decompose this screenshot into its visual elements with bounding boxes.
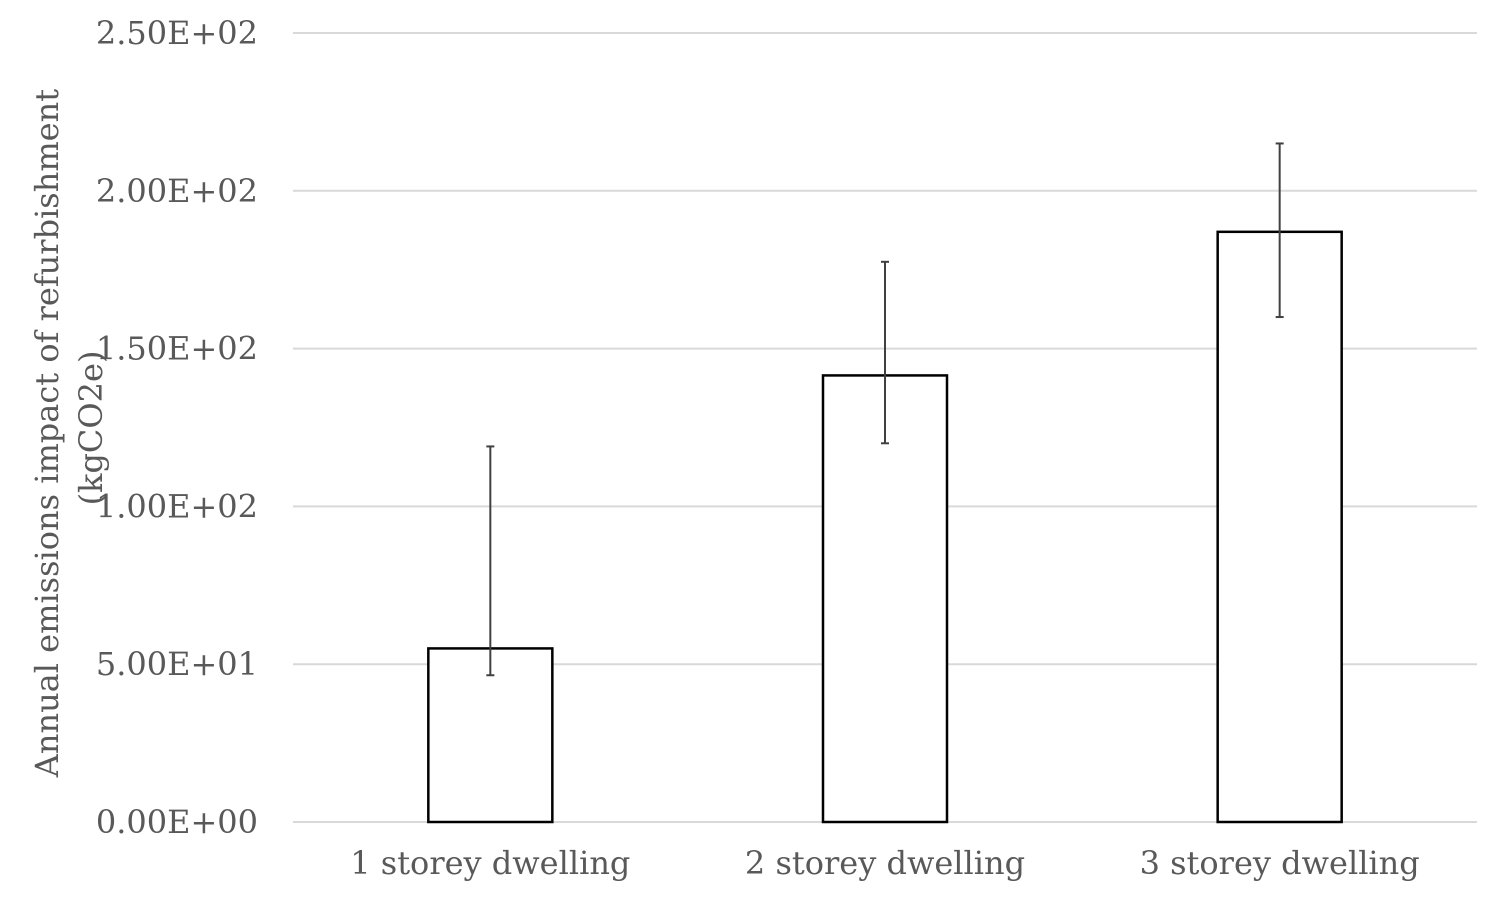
error-bar	[486, 445, 495, 677]
y-tick-label: 0.00E+00	[96, 803, 258, 841]
error-bar	[881, 260, 889, 445]
y-tick-label: 2.50E+02	[96, 14, 258, 52]
x-category-label: 2 storey dwelling	[745, 844, 1025, 882]
y-axis-tick-labels: 0.00E+00 5.00E+01 1.00E+02 1.50E+02 2.00E+02…	[96, 14, 258, 841]
y-axis-title: Annual emissions impact of refurbishment…	[28, 79, 110, 779]
y-tick-label: 2.00E+02	[96, 172, 258, 210]
bars	[427, 230, 1343, 824]
bar	[821, 374, 949, 824]
y-tick-label: 1.50E+02	[96, 330, 258, 368]
y-tick-label: 5.00E+01	[96, 645, 258, 683]
bar	[427, 647, 554, 824]
error-bars	[486, 142, 1284, 677]
error-bar	[1275, 142, 1284, 319]
x-axis-category-labels: 1 storey dwelling 2 storey dwelling 3 stor…	[350, 844, 1420, 882]
x-category-label: 1 storey dwelling	[350, 844, 630, 882]
y-axis-title-line-1: Annual emissions impact of refurbishment	[28, 89, 66, 778]
bar	[1216, 230, 1343, 824]
x-category-label: 3 storey dwelling	[1140, 844, 1420, 882]
y-axis-title-line-2: (kgCO2e)	[72, 351, 110, 506]
y-tick-label: 1.00E+02	[96, 487, 258, 525]
